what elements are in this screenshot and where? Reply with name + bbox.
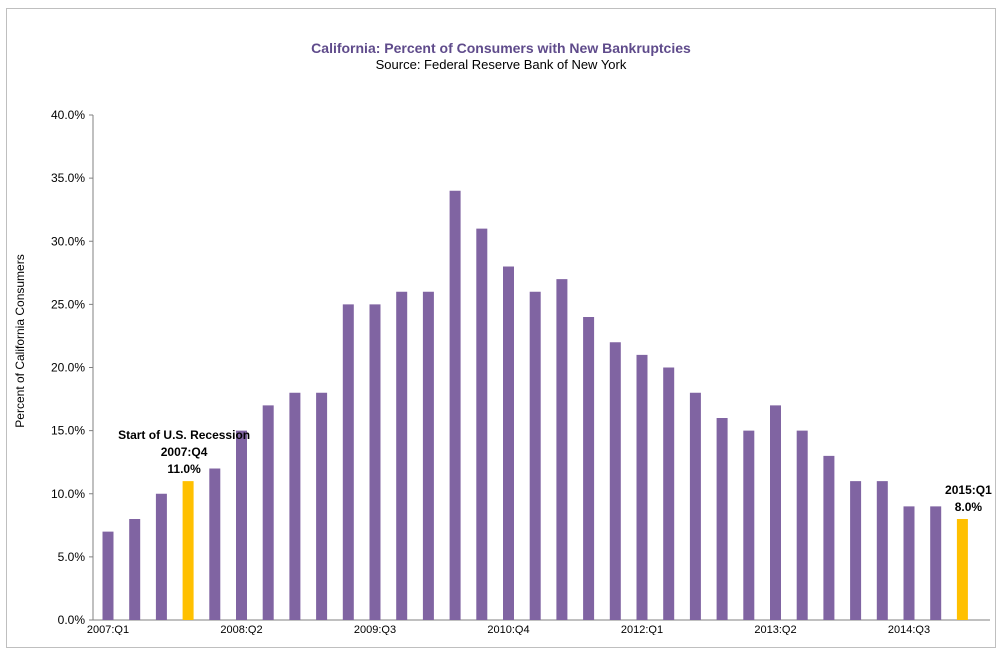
bar-2014-q3 [903,506,915,620]
x-tick-label: 2009:Q3 [354,624,396,635]
bar-2013-q4 [823,455,835,620]
bar-2009-q3 [369,304,381,620]
annotation-label: 8.0% [955,500,983,514]
y-tick-label: 30.0% [51,234,85,248]
bar-2008-q4 [289,392,301,620]
bar-2009-q2 [342,304,354,620]
axes: 0.0% 5.0% 10.0% 15.0% 20.0% 25.0% 30.0% 35.0% 40… [51,108,990,635]
bar-2010-q2 [449,190,461,620]
bar-2013-q3 [796,430,808,620]
bar-2013-q1 [743,430,755,620]
bar-2012-q4 [716,418,728,620]
bar-2011-q2 [556,279,568,620]
y-axis-label: Percent of California Consumers [13,254,27,427]
bar-2015-q1 [956,519,968,620]
bar-2007-q1 [102,531,114,620]
annotation-label: Start of U.S. Recession [118,428,250,442]
x-tick-label: 2014:Q3 [888,624,930,635]
y-tick-label: 20.0% [51,361,85,375]
y-tick-label: 40.0% [51,108,85,122]
annotation-label: 2007:Q4 [161,445,208,459]
chart-subtitle: Source: Federal Reserve Bank of New York [375,57,627,72]
x-tick-label: 2008:Q2 [220,624,262,635]
bar-2011-q1 [529,291,541,620]
bar-2014-q1 [850,481,862,620]
bar-2007-q3 [155,493,167,620]
bar-2012-q1 [636,354,648,620]
bar-2009-q1 [316,392,328,620]
bar-2008-q3 [262,405,274,620]
y-tick-label: 25.0% [51,297,85,311]
y-tick-label: 0.0% [58,613,86,627]
y-tick-label: 15.0% [51,424,85,438]
x-tick-label: 2012:Q1 [621,624,663,635]
bar-2012-q2 [663,367,675,620]
x-tick-label: 2010:Q4 [487,624,529,635]
bar-2012-q3 [689,392,701,620]
annotation-label: 11.0% [167,462,201,476]
bar-2009-q4 [396,291,408,620]
bar-2014-q2 [876,481,888,620]
bar-2008-q1 [209,468,221,620]
bar-2008-q2 [236,430,247,620]
chart-title: California: Percent of Consumers with Ne… [311,40,691,56]
bar-2007-q2 [129,519,141,620]
labels-group: Start of U.S. Recession 2007:Q4 11.0% 2015:… [118,428,992,514]
bar-2010-q3 [476,228,488,620]
bar-2011-q4 [609,342,621,620]
annotation-label: 2015:Q1 [945,483,992,497]
bar-chart: 0.0% 5.0% 10.0% 15.0% 20.0% 25.0% 30.0% 35.0% 40… [13,108,992,635]
bar-2013-q2 [770,405,781,620]
bar-2014-q4 [930,506,942,620]
x-tick-label: 2013:Q2 [754,624,796,635]
y-tick-label: 5.0% [58,550,86,564]
bar-2010-q4 [503,266,514,620]
bar-2010-q1 [422,291,434,620]
x-tick-label: 2007:Q1 [87,624,129,635]
y-tick-label: 10.0% [51,487,85,501]
y-tick-label: 35.0% [51,171,85,185]
bar-2007-q4 [182,481,194,620]
bars-group [102,190,968,620]
bar-2011-q3 [583,317,595,620]
